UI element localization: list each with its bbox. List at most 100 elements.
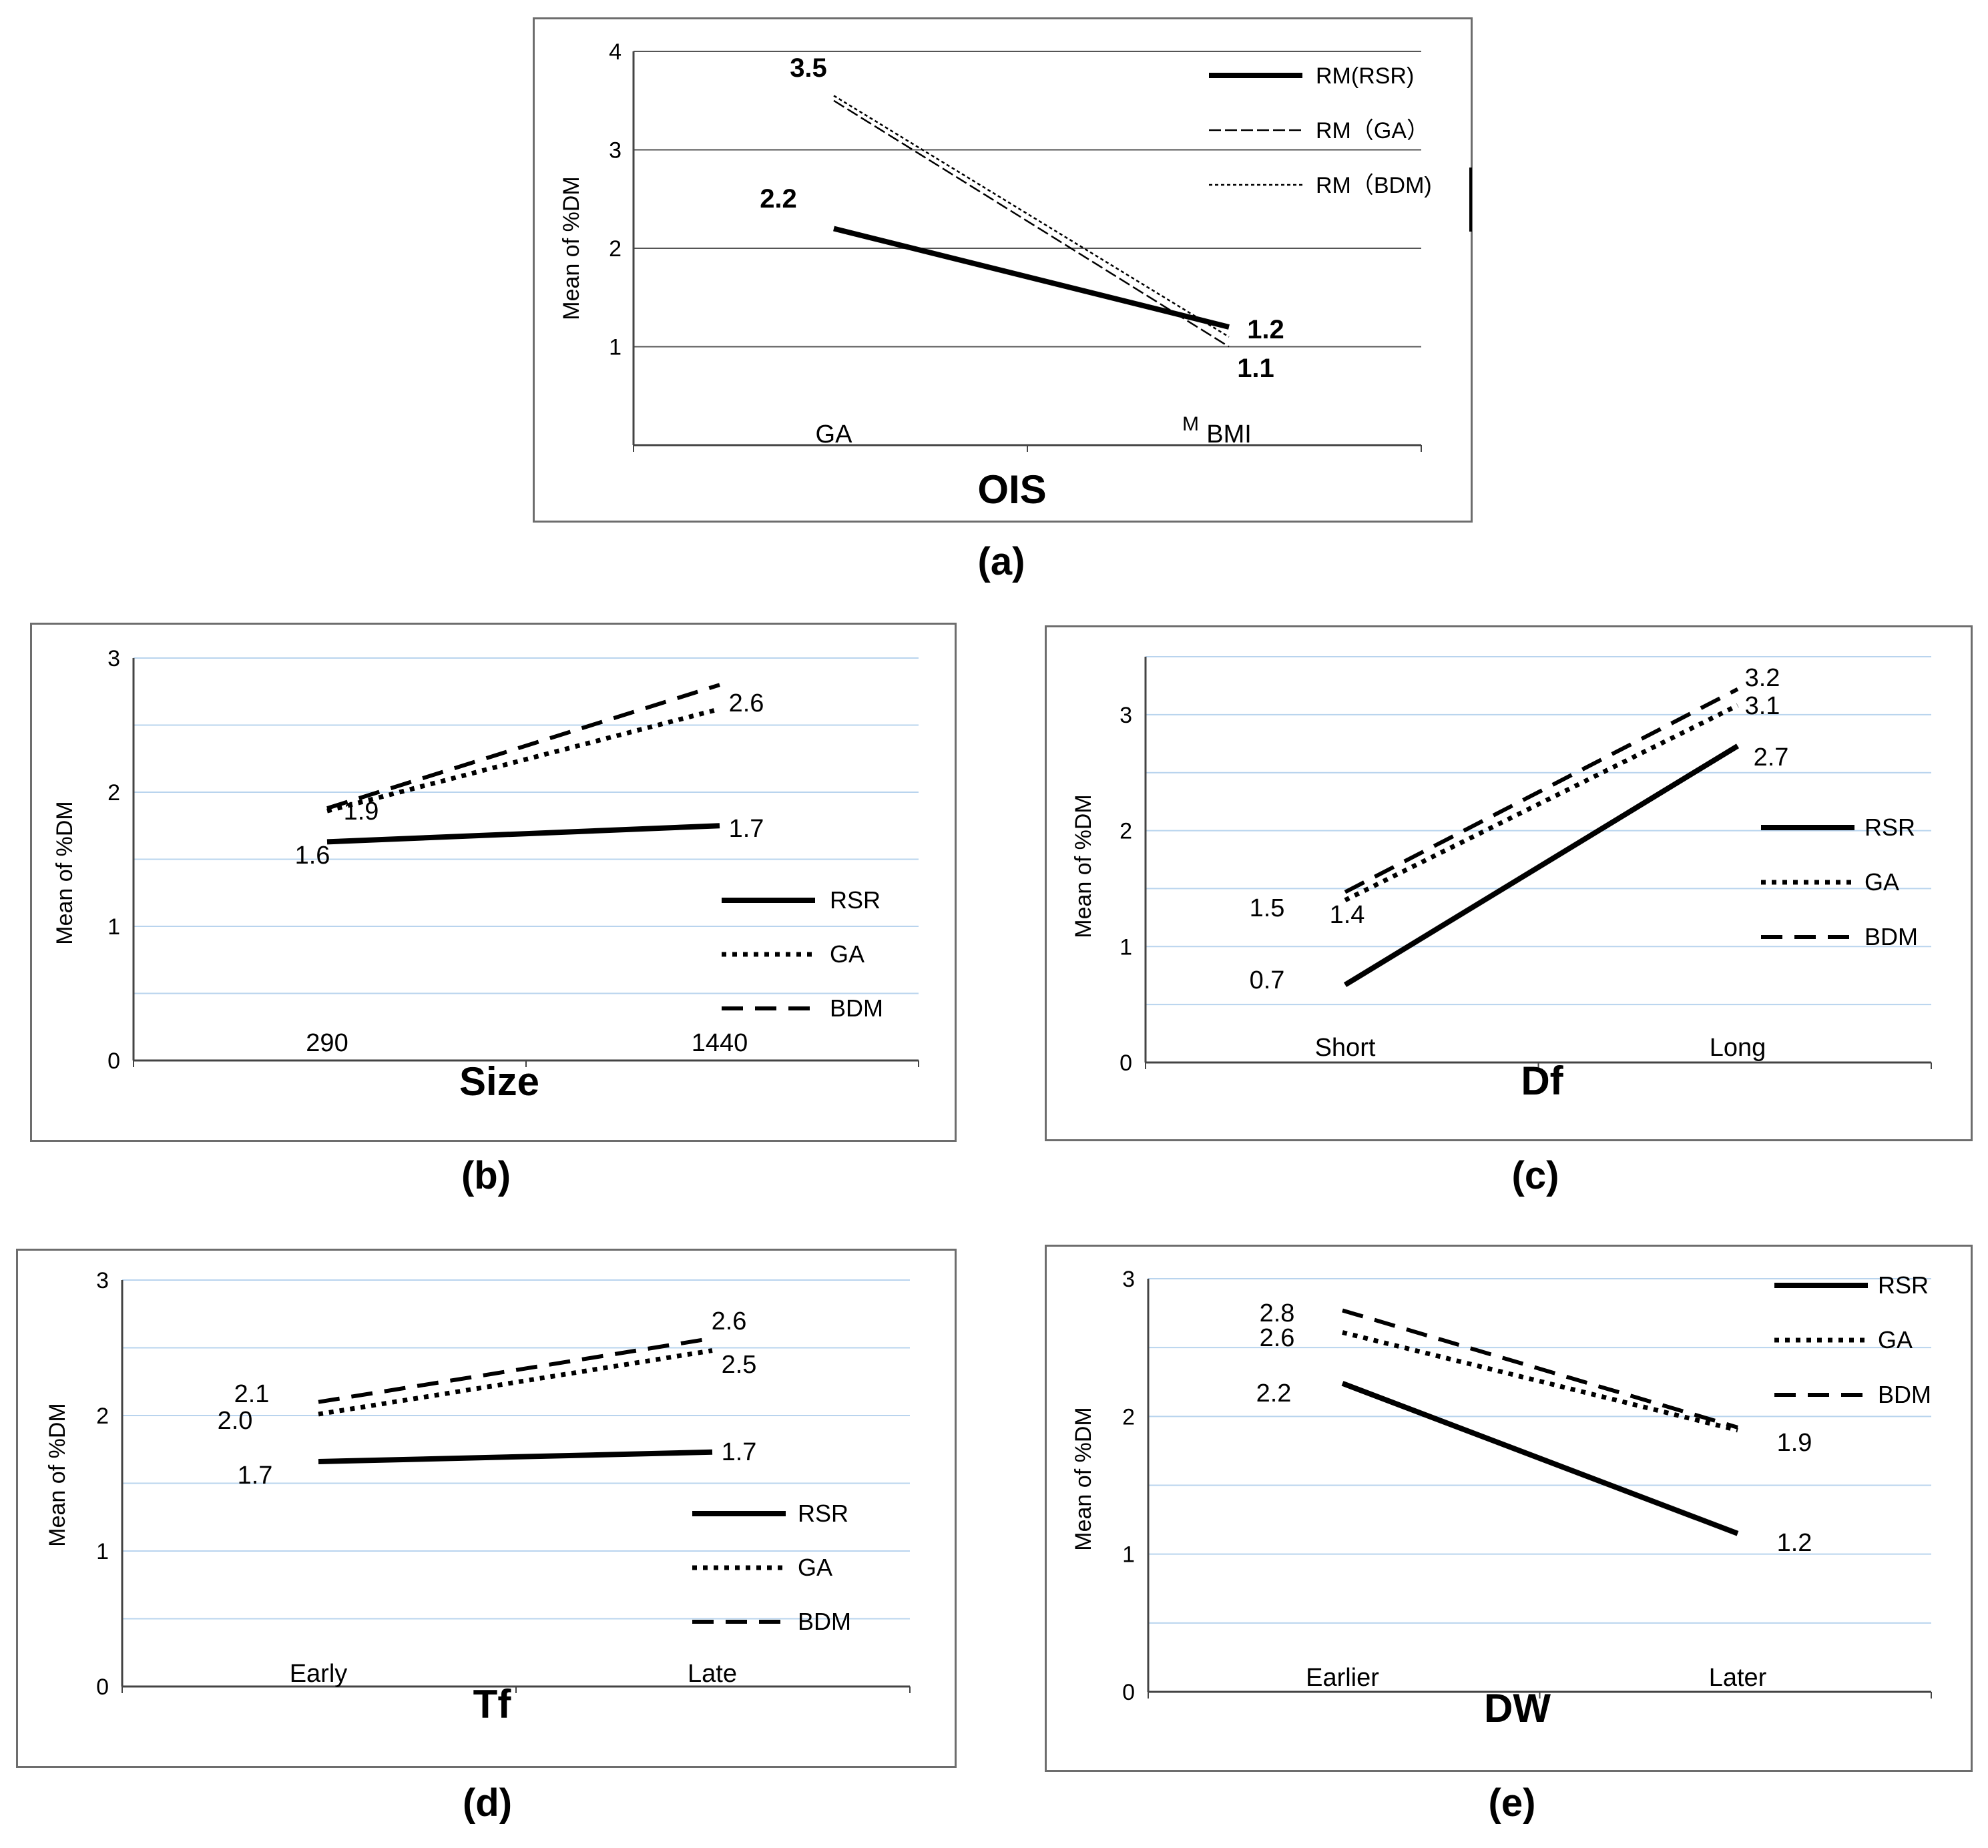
chart-e-y-tick-label: 2 <box>1122 1404 1135 1430</box>
chart-b-legend-label: BDM <box>830 994 883 1022</box>
chart-d-series-line-ga <box>318 1348 713 1417</box>
chart-d-data-label: 1.7 <box>238 1462 273 1490</box>
chart-e-data-label: 2.8 <box>1260 1299 1295 1327</box>
chart-a-legend-label: RM（BDM) <box>1316 173 1432 198</box>
chart-panel-a: 1 2 3 4 Mean of %DM GA M BMI OIS 2.2 1.2 RM(RSR) 3.5… <box>533 17 1473 523</box>
chart-panel-b: 0 1 2 3 Mean of %DM 290 1440 Size 1.6 1.7 RSR 1.9 2.… <box>30 623 957 1142</box>
chart-d-legend-label: BDM <box>798 1608 851 1635</box>
chart-e-x-tick-label: Earlier <box>1306 1664 1379 1692</box>
chart-c-y-axis-title: Mean of %DM <box>1071 794 1096 938</box>
chart-c-data-label: 2.7 <box>1754 743 1789 772</box>
chart-c-series-line-bdm <box>1344 687 1739 894</box>
chart-b-svg: 0 1 2 3 Mean of %DM 290 1440 Size 1.6 1.7 RSR 1.9 2.… <box>52 646 919 1104</box>
chart-e-data-label: 2.6 <box>1260 1324 1295 1352</box>
chart-e-data-label: 1.2 <box>1777 1529 1812 1557</box>
chart-d-series-line-rsr <box>318 1449 713 1465</box>
chart-e-series-line-rsr <box>1341 1381 1739 1536</box>
caption-e: (e) <box>1488 1781 1536 1825</box>
chart-c-data-label: 1.5 <box>1250 894 1285 922</box>
chart-b-x-tick-label: 1440 <box>692 1029 748 1057</box>
chart-b-x-tick-label: 290 <box>306 1029 348 1057</box>
chart-c-y-tick-label: 3 <box>1120 703 1132 728</box>
caption-a: (a) <box>977 540 1025 583</box>
chart-e-y-tick-label: 0 <box>1122 1680 1135 1705</box>
chart-e-y-tick-label: 3 <box>1122 1267 1135 1292</box>
chart-a-data-label: 1.2 <box>1247 315 1284 344</box>
chart-e-svg: 0 1 2 3 Mean of %DM Earlier Later DW 2.2 1.2 RSR 2.… <box>1071 1267 1932 1731</box>
caption-b: (b) <box>461 1154 511 1197</box>
chart-a-series-line-rmga <box>833 99 1230 348</box>
caption-d: (d) <box>462 1781 513 1825</box>
chart-b-chart-title: Size <box>459 1059 539 1104</box>
chart-e-legend-label: BDM <box>1878 1381 1931 1408</box>
chart-a-series-line-rmrsr <box>833 226 1230 330</box>
chart-c-legend-label: GA <box>1865 868 1899 896</box>
chart-c-svg: 0 1 2 3 Mean of %DM Short Long Df 0.7 2.7 RSR 1.4 3.… <box>1071 656 1932 1103</box>
chart-c-x-tick-label: Short <box>1315 1034 1376 1062</box>
chart-a-series-line-rmbdm <box>833 95 1230 338</box>
chart-c-y-tick-label: 1 <box>1120 934 1132 960</box>
chart-a-legend-label: RM（GA） <box>1316 118 1429 143</box>
chart-panel-d: 0 1 2 3 Mean of %DM Early Late Tf 1.7 1.7 RSR 2.0 2.… <box>16 1249 957 1768</box>
chart-b-series-line-rsr <box>326 823 720 845</box>
chart-d-data-label: 2.6 <box>712 1307 747 1335</box>
chart-b-data-label: 2.6 <box>729 689 764 717</box>
chart-a-y-tick-label: 2 <box>609 236 622 262</box>
chart-c-data-label: 3.1 <box>1745 692 1780 720</box>
chart-b-y-tick-label: 2 <box>107 780 120 806</box>
chart-b-legend-label: RSR <box>830 886 881 914</box>
chart-b-data-label: 1.9 <box>344 798 379 826</box>
chart-a-x-tick-label: BMI <box>1206 420 1252 448</box>
chart-d-legend-label: GA <box>798 1554 832 1581</box>
chart-e-chart-title: DW <box>1484 1686 1551 1731</box>
chart-e-legend-label: RSR <box>1878 1271 1929 1299</box>
chart-b-series-line-ga <box>326 706 720 814</box>
chart-b-y-tick-label: 3 <box>107 646 120 671</box>
chart-a-y-tick-label: 3 <box>609 138 622 164</box>
chart-d-x-tick-label: Early <box>290 1660 348 1688</box>
chart-d-data-label: 2.0 <box>218 1407 253 1435</box>
chart-d-y-tick-label: 0 <box>96 1674 109 1700</box>
chart-c-data-label: 3.2 <box>1745 664 1780 692</box>
chart-a-y-axis-title: Mean of %DM <box>559 176 584 320</box>
chart-b-series-line-bdm <box>326 683 720 810</box>
chart-a-data-label: 1.1 <box>1237 354 1274 383</box>
chart-b-y-tick-label: 1 <box>107 914 120 940</box>
chart-d-y-tick-label: 3 <box>96 1268 109 1293</box>
chart-a-x-tick-label: GA <box>816 420 853 448</box>
chart-e-y-axis-title: Mean of %DM <box>1071 1407 1096 1550</box>
chart-c-chart-title: Df <box>1521 1058 1563 1103</box>
chart-c-y-tick-label: 2 <box>1120 819 1132 844</box>
chart-d-chart-title: Tf <box>473 1682 512 1727</box>
chart-a-y-tick-label: 1 <box>609 335 622 360</box>
chart-a-chart-title: OIS <box>977 467 1046 512</box>
chart-d-data-label: 2.1 <box>234 1380 270 1408</box>
chart-b-data-label: 1.6 <box>295 842 330 870</box>
chart-e-series-line-bdm <box>1342 1308 1738 1430</box>
chart-e-data-label: 1.9 <box>1777 1429 1812 1457</box>
chart-panel-c: 0 1 2 3 Mean of %DM Short Long Df 0.7 2.7 RSR 1.4 3.… <box>1045 625 1973 1141</box>
chart-c-y-tick-label: 0 <box>1120 1050 1132 1076</box>
chart-c-series-line-ga <box>1344 703 1739 902</box>
chart-b-legend-label: GA <box>830 940 864 968</box>
caption-c: (c) <box>1511 1154 1559 1197</box>
chart-d-y-tick-label: 1 <box>96 1539 109 1564</box>
chart-b-data-label: 1.7 <box>729 815 764 843</box>
chart-d-data-label: 2.5 <box>722 1351 757 1379</box>
chart-panel-e: 0 1 2 3 Mean of %DM Earlier Later DW 2.2 1.2 RSR 2.… <box>1045 1245 1973 1772</box>
chart-c-legend-label: BDM <box>1865 923 1918 950</box>
chart-e-x-tick-label: Later <box>1709 1664 1767 1692</box>
chart-c-x-tick-label: Long <box>1710 1034 1766 1062</box>
chart-d-legend-label: RSR <box>798 1500 848 1527</box>
chart-e-series-line-ga <box>1342 1330 1738 1433</box>
chart-a-svg: 1 2 3 4 Mean of %DM GA M BMI OIS 2.2 1.2 RM(RSR) 3.5… <box>559 39 1472 512</box>
chart-c-data-label: 1.4 <box>1330 901 1365 929</box>
chart-d-data-label: 1.7 <box>722 1438 757 1466</box>
chart-b-y-axis-title: Mean of %DM <box>52 801 77 944</box>
chart-c-legend-label: RSR <box>1865 814 1915 841</box>
chart-a-data-label: 3.5 <box>790 53 827 83</box>
chart-d-x-tick-label: Late <box>688 1660 737 1688</box>
chart-d-y-axis-title: Mean of %DM <box>45 1403 70 1546</box>
chart-a-y-tick-label: 4 <box>609 39 622 65</box>
